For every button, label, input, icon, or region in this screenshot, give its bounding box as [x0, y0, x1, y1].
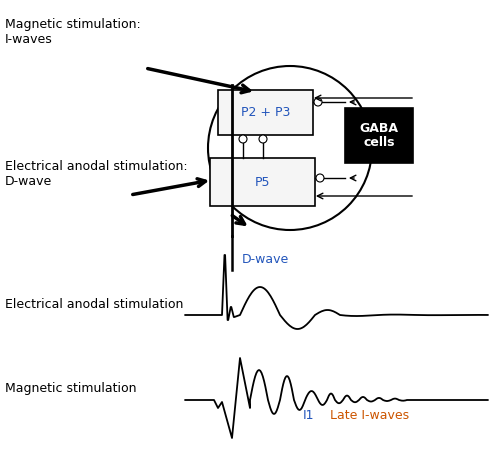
Text: Electrical anodal stimulation:
D-wave: Electrical anodal stimulation: D-wave — [5, 160, 188, 188]
Text: D-wave: D-wave — [242, 253, 289, 266]
Circle shape — [239, 135, 247, 143]
Text: P2 + P3: P2 + P3 — [241, 106, 290, 119]
Text: Magnetic stimulation: Magnetic stimulation — [5, 382, 136, 395]
Text: Electrical anodal stimulation: Electrical anodal stimulation — [5, 298, 184, 311]
Circle shape — [314, 98, 322, 106]
Text: GABA
cells: GABA cells — [360, 121, 399, 149]
Bar — [345, 108, 413, 163]
Text: P5: P5 — [255, 175, 270, 188]
Bar — [210, 158, 315, 206]
Bar — [218, 90, 313, 135]
Circle shape — [259, 135, 267, 143]
Text: Late I-waves: Late I-waves — [330, 409, 409, 422]
Text: I1: I1 — [302, 409, 314, 422]
Text: Magnetic stimulation:
I-waves: Magnetic stimulation: I-waves — [5, 18, 141, 46]
Circle shape — [316, 174, 324, 182]
